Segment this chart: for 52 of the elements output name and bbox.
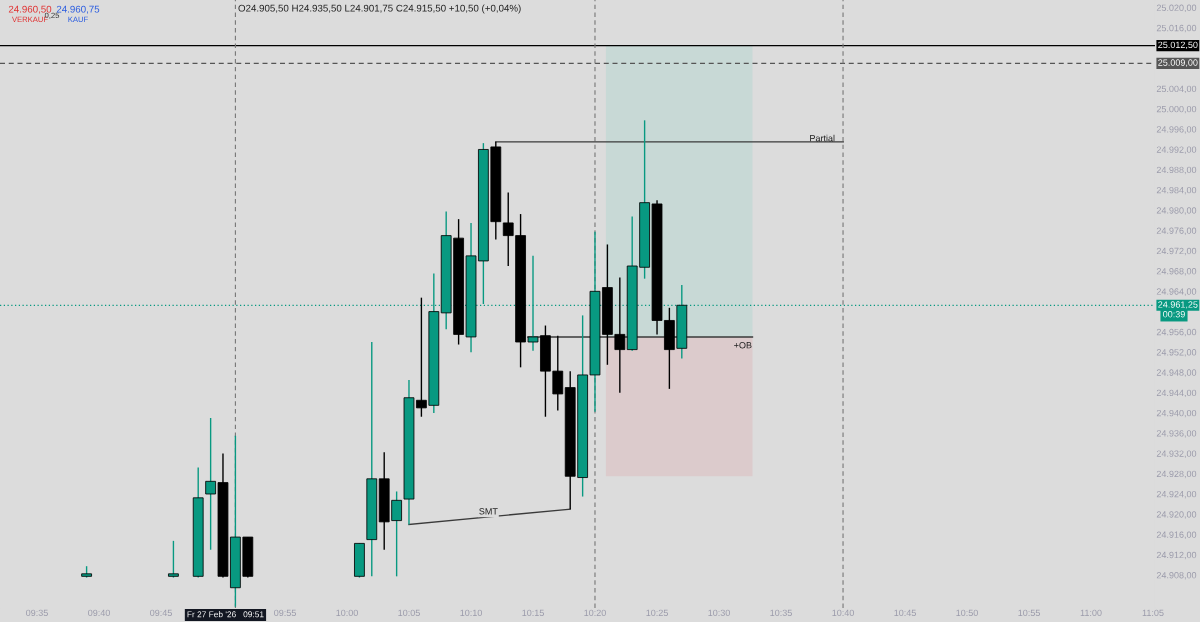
- x-tick-label: 09:35: [26, 609, 48, 617]
- x-tick-label: 09:55: [274, 609, 296, 617]
- y-tick-label: 24.972,00: [1156, 247, 1197, 256]
- x-tick-label: 11:00: [1080, 609, 1102, 617]
- x-tick-label: 10:05: [398, 609, 420, 617]
- y-tick-label: 24.932,00: [1156, 450, 1197, 458]
- x-tick-label: 09:45: [150, 609, 172, 617]
- x-tick-label: 10:25: [646, 609, 668, 617]
- text: Fr 27 Feb '26 09:51: [187, 611, 264, 618]
- x-tick-label: 10:00: [336, 609, 358, 617]
- ref-line-label: 25.012,50: [1158, 41, 1198, 50]
- annotation: O24.905,50 H24.935,50 L24.901,75 C24.915,50 +10,50 (+0,04%): [238, 4, 521, 14]
- x-tick-label: 11:05: [1142, 609, 1164, 617]
- y-tick-label: 24.908,00: [1156, 572, 1197, 580]
- y-tick-label: 24.968,00: [1156, 268, 1197, 276]
- x-tick-label: 10:55: [1018, 609, 1040, 617]
- y-tick-label: 24.956,00: [1156, 328, 1197, 337]
- y-tick-label: 24.928,00: [1156, 470, 1197, 479]
- y-tick-label: 25.016,00: [1156, 24, 1197, 33]
- x-tick-label: 10:50: [956, 609, 978, 617]
- y-tick-label: 24.912,00: [1156, 551, 1197, 560]
- y-tick-label: 24.984,00: [1156, 186, 1197, 195]
- y-tick-label: 24.952,00: [1156, 349, 1197, 357]
- x-tick-label: 10:40: [832, 609, 854, 617]
- x-tick-label: 10:45: [894, 609, 916, 617]
- annotation: 24.960,75: [56, 5, 100, 14]
- y-tick-label: 24.964,00: [1156, 288, 1197, 296]
- text: 00:39: [1163, 311, 1185, 318]
- ref-line-label: 25.009,00: [1158, 59, 1198, 67]
- y-tick-label: 24.988,00: [1156, 166, 1197, 175]
- y-tick-label: 24.944,00: [1156, 389, 1197, 398]
- x-tick-label: 10:35: [770, 609, 792, 617]
- y-tick-label: 24.948,00: [1156, 369, 1197, 377]
- y-tick-label: 25.004,00: [1156, 85, 1197, 94]
- annotation: Partial: [810, 134, 835, 142]
- y-tick-label: 24.940,00: [1156, 409, 1197, 418]
- y-tick-label: 24.992,00: [1156, 146, 1197, 154]
- ref-line-label: 24.961,25: [1158, 301, 1198, 309]
- annotation: 24.960,50: [8, 5, 52, 14]
- y-tick-label: 24.976,00: [1156, 227, 1197, 235]
- y-tick-label: 25.020,00: [1156, 4, 1197, 13]
- x-tick-label: 10:20: [584, 609, 606, 617]
- x-tick-label: 10:10: [460, 609, 482, 617]
- y-tick-label: 24.916,00: [1156, 531, 1197, 539]
- y-tick-label: 25.000,00: [1156, 105, 1197, 114]
- candlestick: [168, 540, 179, 579]
- x-tick-label: 10:30: [708, 609, 730, 617]
- x-tick-label: 10:15: [522, 609, 544, 617]
- x-tick-label: 09:40: [88, 609, 110, 617]
- annotation: +OB: [734, 342, 752, 349]
- annotation: SMT: [479, 508, 498, 515]
- y-tick-label: 24.924,00: [1156, 490, 1197, 499]
